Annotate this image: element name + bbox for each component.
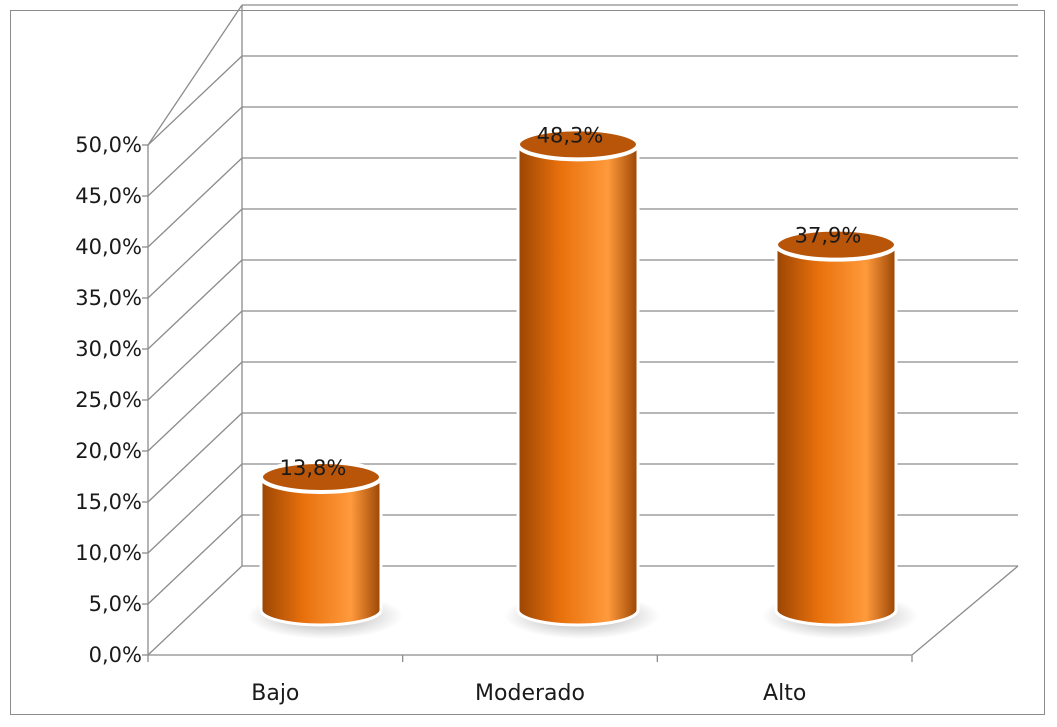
y-tick-label: 45,0% xyxy=(75,184,142,208)
bar-top xyxy=(516,127,640,162)
gridline-side xyxy=(147,310,243,401)
x-category-label: Alto xyxy=(763,681,806,706)
gridline-side xyxy=(147,463,243,554)
bar-body xyxy=(516,142,640,627)
gridline-side-top xyxy=(147,4,243,146)
bar xyxy=(247,459,403,639)
axes xyxy=(142,144,913,662)
y-tick-label: 0,0% xyxy=(89,643,142,667)
gridline-side xyxy=(147,55,243,146)
gridline-side xyxy=(147,565,243,656)
x-category-label: Moderado xyxy=(475,681,585,706)
y-tick-label: 40,0% xyxy=(75,235,142,259)
y-tick-label: 35,0% xyxy=(75,286,142,310)
bars xyxy=(247,127,918,639)
x-category-label: Bajo xyxy=(251,681,299,706)
data-label: 13,8% xyxy=(280,456,347,480)
y-tick-label: 25,0% xyxy=(75,388,142,412)
bar-top xyxy=(774,227,898,262)
y-tick-label: 10,0% xyxy=(75,541,142,565)
y-tick-label: 5,0% xyxy=(89,592,142,616)
y-tick-label: 50,0% xyxy=(75,133,142,157)
gridline-side xyxy=(147,208,243,299)
gridline-side xyxy=(147,157,243,248)
bar-body xyxy=(259,475,383,627)
gridline-side xyxy=(147,412,243,503)
gridline-side xyxy=(147,514,243,605)
labels: 0,0% 5,0% 10,0% 15,0% 20,0% 25,0% 30,0% 35,0% 40… xyxy=(75,123,861,706)
gridline-side xyxy=(147,259,243,350)
y-tick-label: 30,0% xyxy=(75,337,142,361)
bar xyxy=(504,127,660,639)
gridline-side xyxy=(147,361,243,452)
y-tick-label: 15,0% xyxy=(75,490,142,514)
data-label: 48,3% xyxy=(537,123,604,147)
gridline-side xyxy=(147,106,243,197)
bar xyxy=(762,227,918,639)
bar-body xyxy=(774,243,898,627)
bar-top xyxy=(259,459,383,494)
y-tick-label: 20,0% xyxy=(75,439,142,463)
data-label: 37,9% xyxy=(795,224,862,248)
